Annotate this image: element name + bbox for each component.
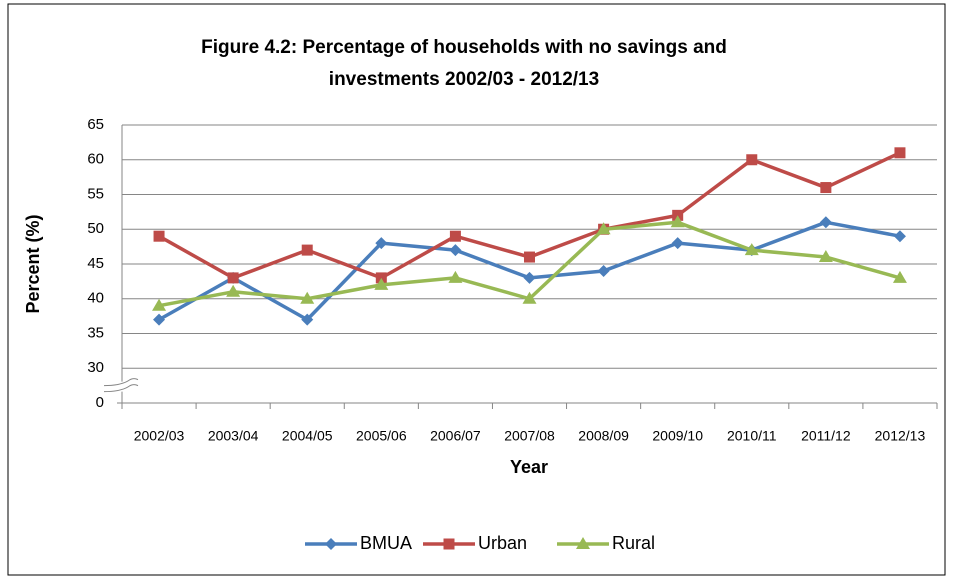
marker — [449, 230, 461, 242]
marker — [300, 291, 315, 304]
x-tick-label: 2011/12 — [801, 428, 851, 444]
marker — [746, 154, 758, 166]
y-tick-label: 50 — [87, 220, 104, 237]
x-tick-label: 2008/09 — [578, 428, 629, 444]
marker — [443, 538, 455, 550]
marker — [523, 271, 536, 284]
marker — [524, 251, 535, 263]
marker — [375, 237, 388, 250]
marker — [596, 222, 611, 235]
x-tick-label: 2004/05 — [282, 428, 333, 444]
marker — [671, 237, 684, 250]
marker — [597, 264, 610, 277]
y-tick-label: 45 — [87, 255, 104, 272]
x-tick-label: 2003/04 — [208, 428, 259, 444]
legend-label: Rural — [612, 533, 655, 553]
marker — [301, 313, 314, 326]
x-axis-label: Year — [510, 457, 548, 477]
y-tick-label: 40 — [87, 290, 104, 307]
y-tick-label: 35 — [87, 324, 104, 341]
y-tick-label: 30 — [87, 359, 104, 376]
marker — [670, 215, 685, 228]
y-tick-label: 65 — [87, 116, 104, 133]
x-tick-label: 2007/08 — [504, 428, 555, 444]
marker — [325, 538, 337, 550]
marker — [374, 277, 389, 290]
y-tick-label: 0 — [96, 394, 104, 411]
marker — [449, 244, 462, 257]
axis-break — [103, 384, 139, 393]
x-tick-label: 2002/03 — [134, 428, 185, 444]
marker — [818, 250, 833, 263]
x-tick-label: 2009/10 — [652, 428, 703, 444]
axis-break — [103, 378, 139, 387]
chart-border — [7, 3, 946, 576]
marker — [448, 270, 463, 283]
chart-title: Figure 4.2: Percentage of households wit… — [201, 37, 727, 58]
marker — [820, 182, 832, 194]
marker — [153, 230, 165, 242]
marker — [893, 230, 906, 243]
y-axis-label: Percent (%) — [23, 214, 43, 313]
marker — [522, 291, 537, 304]
x-tick-label: 2006/07 — [430, 428, 481, 444]
x-tick-label: 2010/11 — [727, 428, 777, 444]
legend-label: Urban — [478, 533, 527, 553]
axis-break — [104, 381, 140, 392]
marker — [153, 313, 166, 326]
x-tick-label: 2005/06 — [356, 428, 407, 444]
y-tick-label: 60 — [87, 151, 104, 168]
chart-title: investments 2002/03 - 2012/13 — [329, 69, 599, 90]
marker — [227, 272, 239, 284]
marker — [744, 243, 759, 256]
marker — [894, 147, 906, 159]
marker — [819, 216, 832, 229]
legend-label: BMUA — [360, 533, 412, 553]
y-tick-label: 55 — [87, 185, 104, 202]
marker — [226, 284, 241, 297]
marker — [301, 244, 313, 256]
marker — [576, 537, 590, 549]
marker — [152, 298, 167, 311]
marker — [892, 270, 907, 283]
x-tick-label: 2012/13 — [875, 428, 926, 444]
